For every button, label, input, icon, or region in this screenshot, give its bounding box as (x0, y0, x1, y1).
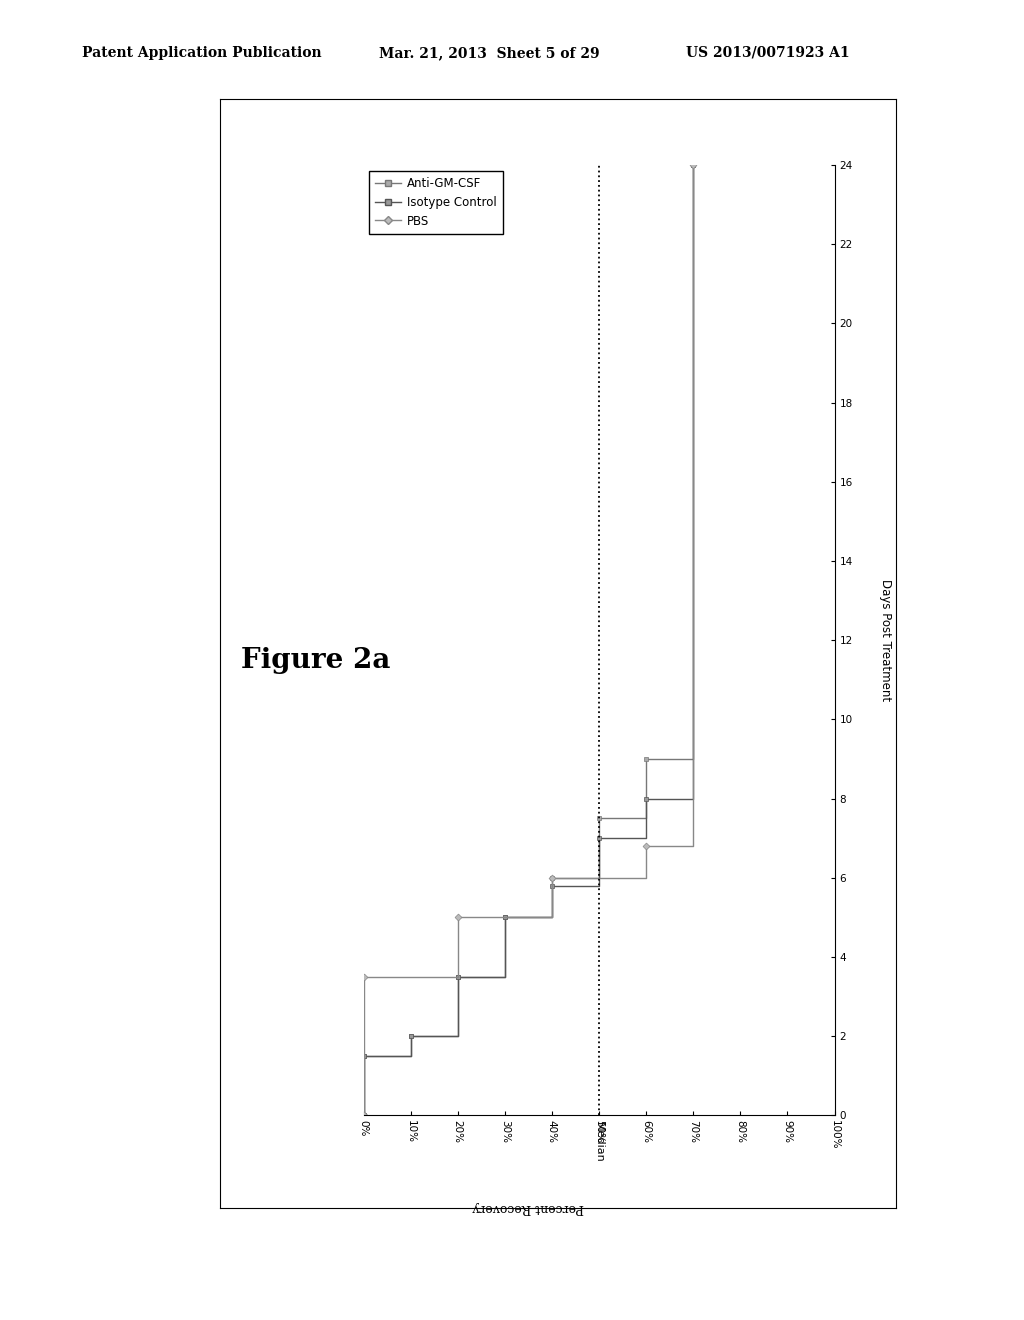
Text: Patent Application Publication: Patent Application Publication (82, 46, 322, 59)
Y-axis label: Days Post Treatment: Days Post Treatment (879, 579, 892, 701)
Text: Median: Median (594, 1122, 604, 1163)
Text: US 2013/0071923 A1: US 2013/0071923 A1 (686, 46, 850, 59)
Text: Figure 2a: Figure 2a (241, 647, 390, 673)
Text: Mar. 21, 2013  Sheet 5 of 29: Mar. 21, 2013 Sheet 5 of 29 (379, 46, 599, 59)
Text: Percent Recovery: Percent Recovery (472, 1201, 585, 1214)
Legend: Anti-GM-CSF, Isotype Control, PBS: Anti-GM-CSF, Isotype Control, PBS (370, 170, 503, 234)
